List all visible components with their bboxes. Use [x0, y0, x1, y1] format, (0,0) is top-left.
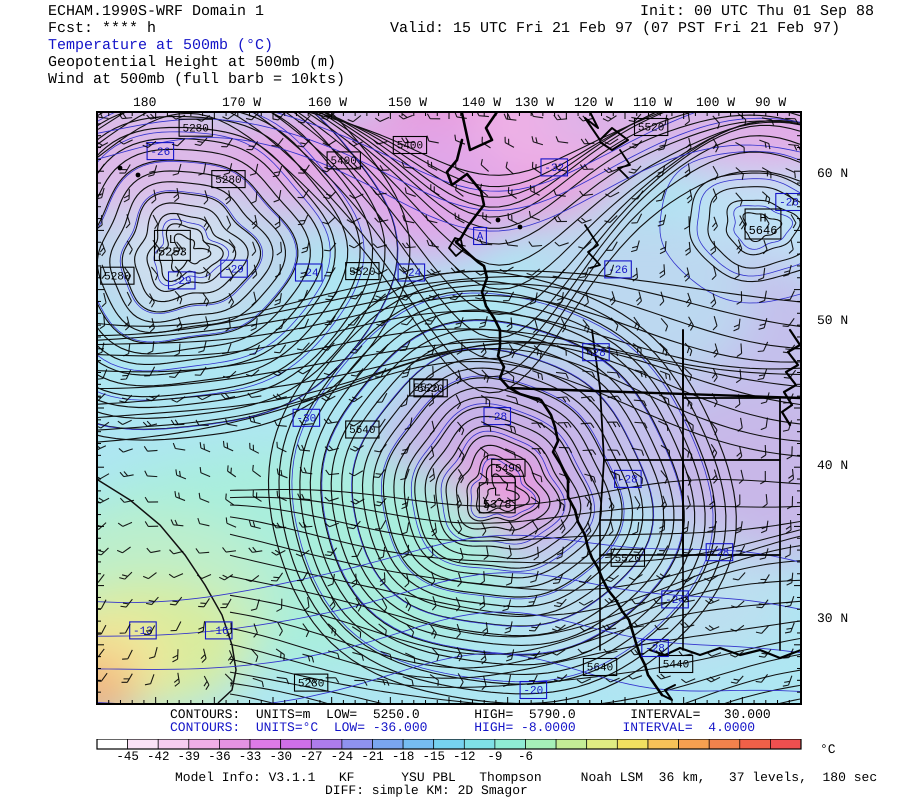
svg-text:5440: 5440 — [663, 660, 689, 672]
svg-text:5646: 5646 — [749, 224, 778, 238]
svg-text:5280: 5280 — [215, 175, 241, 187]
svg-text:-9: -9 — [487, 750, 502, 764]
svg-text:-24: -24 — [401, 268, 421, 280]
svg-text:5520: 5520 — [638, 123, 664, 135]
svg-text:5640: 5640 — [587, 663, 613, 675]
svg-text:-12: -12 — [453, 750, 476, 764]
svg-text:-24: -24 — [299, 268, 319, 280]
svg-text:-24: -24 — [665, 595, 685, 607]
svg-text:-28: -28 — [618, 475, 638, 487]
svg-text:-27: -27 — [300, 750, 323, 764]
svg-text:-45: -45 — [116, 750, 139, 764]
svg-text:-18: -18 — [392, 750, 415, 764]
svg-text:A: A — [477, 232, 484, 244]
svg-text:-6: -6 — [518, 750, 533, 764]
svg-text:-30: -30 — [296, 414, 316, 426]
svg-text:5520: 5520 — [413, 383, 439, 395]
svg-text:-20: -20 — [523, 686, 543, 698]
svg-text:-24: -24 — [331, 750, 354, 764]
svg-text:-39: -39 — [178, 750, 201, 764]
svg-text:5280: 5280 — [298, 678, 324, 690]
svg-text:5640: 5640 — [349, 425, 375, 437]
svg-text:-36: -36 — [208, 750, 231, 764]
svg-text:5400: 5400 — [330, 156, 356, 168]
svg-text:-26: -26 — [150, 147, 170, 159]
svg-text:5490: 5490 — [495, 464, 521, 476]
svg-text:-28: -28 — [779, 198, 799, 210]
svg-text:5280: 5280 — [182, 123, 208, 135]
svg-text:5280: 5280 — [104, 271, 130, 283]
svg-text:-13: -13 — [133, 626, 153, 638]
svg-text:-30: -30 — [269, 750, 292, 764]
svg-text:-21: -21 — [361, 750, 384, 764]
svg-text:-28: -28 — [645, 644, 665, 656]
svg-text:-32: -32 — [544, 163, 564, 175]
svg-text:-15: -15 — [422, 750, 445, 764]
svg-text:-33: -33 — [239, 750, 262, 764]
svg-text:-29: -29 — [172, 276, 192, 288]
svg-text:5520: 5520 — [349, 267, 375, 279]
svg-text:-28: -28 — [487, 412, 507, 424]
svg-text:-29: -29 — [224, 264, 244, 276]
svg-text:-42: -42 — [147, 750, 170, 764]
svg-text:-16: -16 — [209, 626, 229, 638]
